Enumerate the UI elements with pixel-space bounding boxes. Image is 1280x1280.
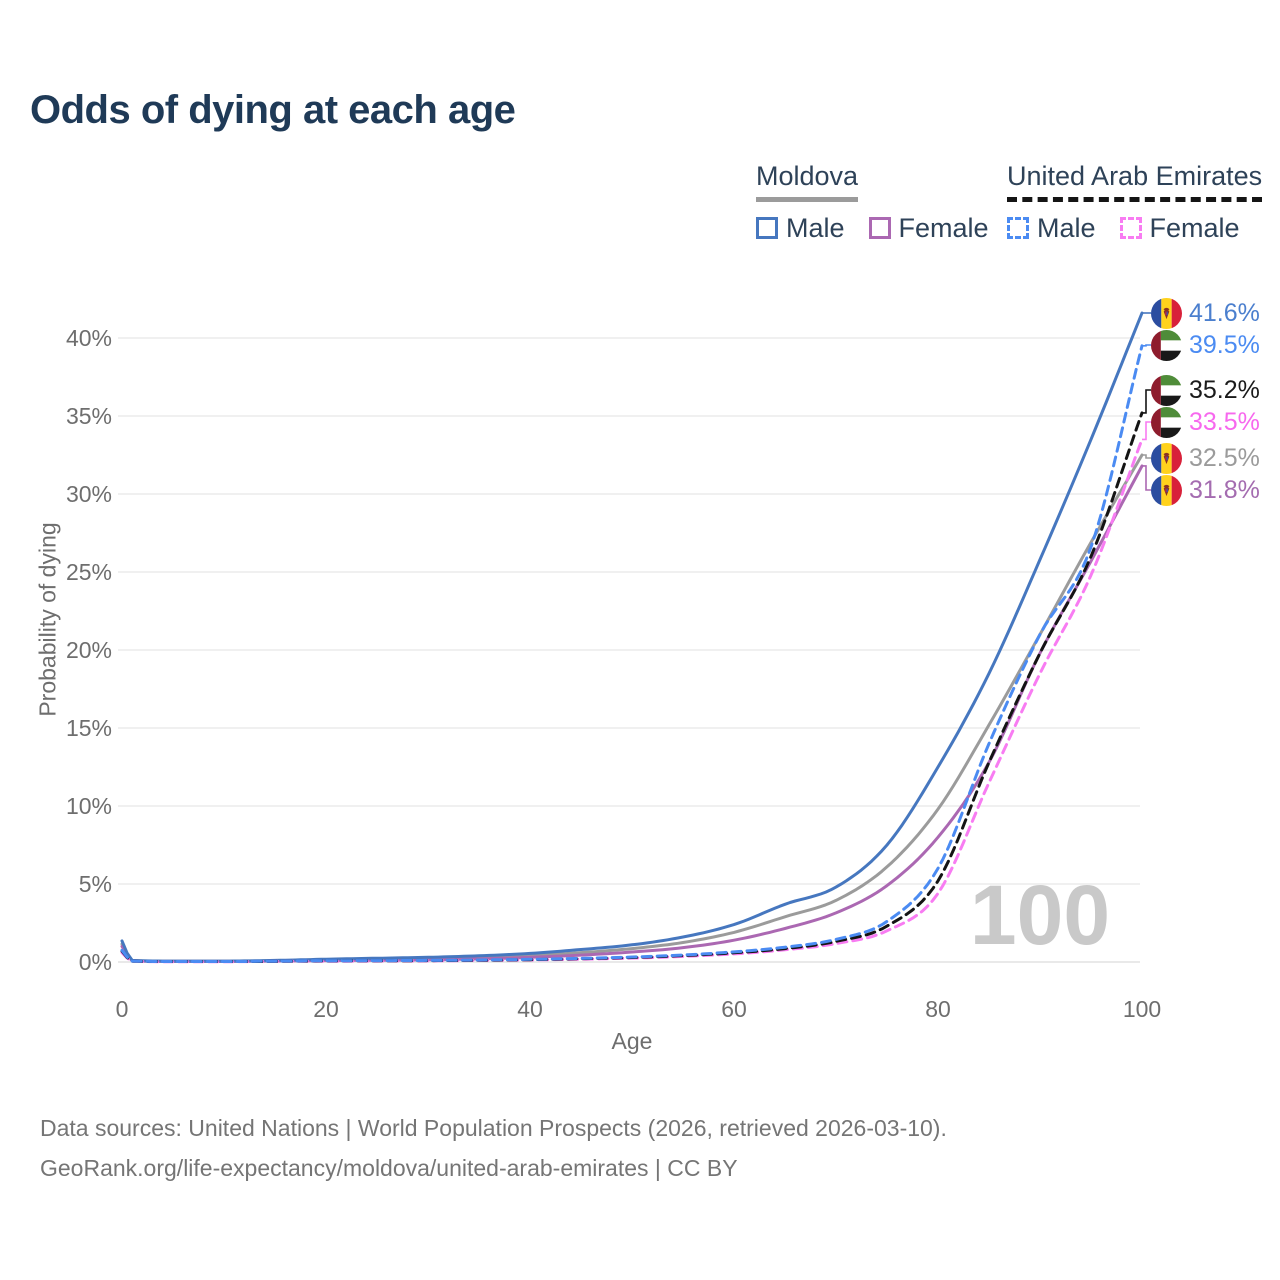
- uae-flag-icon: [1151, 374, 1182, 406]
- end-label-value: 41.6%: [1189, 298, 1260, 327]
- label-leader-lines: [1142, 312, 1151, 491]
- legend-item-united-arab-emirates-female[interactable]: Female: [1119, 212, 1240, 244]
- y-tick-label: 0%: [78, 949, 112, 975]
- x-tick-label: 80: [925, 996, 951, 1022]
- leader-line: [1142, 421, 1151, 441]
- end-label-moldova_both: 32.5%: [1151, 442, 1260, 474]
- legend-group-united-arab-emirates: United Arab Emirates Male Female: [1007, 161, 1263, 244]
- leader-line: [1142, 344, 1151, 347]
- legend-item-united-arab-emirates-male[interactable]: Male: [1007, 213, 1096, 244]
- x-axis-title: Age: [611, 1028, 653, 1054]
- y-tick-label: 10%: [65, 793, 112, 819]
- leader-line: [1142, 465, 1151, 491]
- footer: Data sources: United Nations | World Pop…: [40, 1108, 947, 1188]
- legend-swatch-icon: [756, 217, 778, 240]
- end-label-value: 32.5%: [1189, 443, 1260, 472]
- data-sources-text: Data sources: United Nations | World Pop…: [40, 1115, 947, 1141]
- x-tick-label: 40: [517, 996, 543, 1022]
- x-tick-label: 20: [313, 996, 339, 1022]
- x-tick-label: 60: [721, 996, 747, 1022]
- legend-item-label: Female: [898, 212, 989, 243]
- series-lines: [120, 311, 1144, 964]
- series-line-uae_male: [120, 344, 1144, 963]
- y-tick-label: 25%: [65, 559, 112, 585]
- moldova-flag-icon: [1151, 297, 1182, 329]
- end-label-value: 35.2%: [1189, 375, 1260, 404]
- attribution-text: GeoRank.org/life-expectancy/moldova/unit…: [40, 1155, 738, 1181]
- legend-group-moldova: Moldova Male Female: [756, 161, 989, 244]
- leader-line: [1142, 454, 1151, 459]
- page-title: Odds of dying at each age: [30, 88, 516, 132]
- legend-item-label: Male: [1037, 212, 1096, 243]
- x-tick-label: 100: [1122, 996, 1162, 1022]
- legend-swatch-icon: [868, 217, 891, 240]
- y-axis-title: Probability of dying: [34, 522, 61, 717]
- end-label-uae_male: 39.5%: [1151, 329, 1260, 361]
- legend-swatch-icon: [1119, 217, 1142, 240]
- legend-item-label: Female: [1149, 212, 1240, 243]
- y-tick-label: 20%: [65, 637, 112, 663]
- moldova-flag-icon: [1151, 442, 1182, 474]
- legend-item-moldova-female[interactable]: Female: [868, 212, 989, 244]
- end-label-uae_female: 33.5%: [1151, 406, 1260, 438]
- moldova-flag-icon: [1151, 474, 1182, 506]
- legend-item-moldova-male[interactable]: Male: [756, 213, 845, 244]
- end-label-uae_both: 35.2%: [1151, 374, 1260, 406]
- legend-swatch-icon: [1007, 217, 1029, 240]
- end-label-moldova_female: 31.8%: [1151, 474, 1260, 506]
- end-label-value: 39.5%: [1189, 330, 1260, 359]
- y-tick-label: 40%: [65, 325, 112, 351]
- legend-country-label: Moldova: [756, 161, 859, 202]
- x-tick-label: 0: [115, 996, 129, 1022]
- series-line-moldova_male: [120, 311, 1144, 963]
- legend-country-label: United Arab Emirates: [1007, 161, 1263, 202]
- age-watermark: 100: [970, 868, 1110, 962]
- leader-line: [1142, 389, 1151, 414]
- legend-item-label: Male: [786, 212, 845, 243]
- y-tick-label: 30%: [65, 481, 112, 507]
- uae-flag-icon: [1151, 329, 1182, 361]
- end-label-value: 31.8%: [1189, 475, 1260, 504]
- end-label-moldova_male: 41.6%: [1151, 297, 1260, 329]
- uae-flag-icon: [1151, 406, 1182, 438]
- y-tick-label: 5%: [78, 871, 112, 897]
- end-label-value: 33.5%: [1189, 407, 1260, 436]
- y-tick-label: 15%: [65, 715, 112, 741]
- y-tick-label: 35%: [65, 403, 112, 429]
